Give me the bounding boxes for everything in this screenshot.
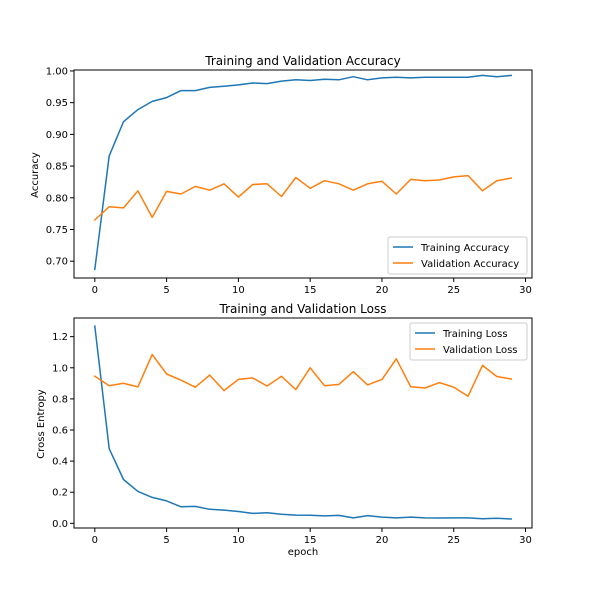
legend-entry-training: Training Loss bbox=[442, 329, 508, 340]
x-tick-label: 20 bbox=[376, 285, 389, 296]
validation-loss-line bbox=[93, 353, 513, 397]
x-tick-label: 5 bbox=[163, 535, 169, 546]
y-tick-label: 0.70 bbox=[46, 257, 68, 268]
plot-frame bbox=[73, 317, 533, 529]
x-tick-label: 15 bbox=[304, 535, 317, 546]
x-tick-label: 30 bbox=[519, 285, 532, 296]
x-tick-label: 0 bbox=[92, 285, 98, 296]
y-tick-label: 1.00 bbox=[46, 66, 68, 77]
axis-ticks: 0 5 10 15 20 25 30 0.0 0.2 0.4 0.6 0.8 1.0 1.2 bbox=[52, 332, 532, 546]
x-tick-label: 20 bbox=[376, 535, 389, 546]
plot-area bbox=[93, 74, 513, 271]
x-tick-label: 0 bbox=[92, 535, 98, 546]
y-tick-label: 0.4 bbox=[52, 457, 68, 468]
x-axis-label: epoch bbox=[288, 547, 318, 558]
training-loss-line bbox=[93, 325, 512, 520]
x-tick-label: 15 bbox=[304, 285, 317, 296]
y-tick-label: 0.95 bbox=[46, 98, 68, 109]
axis-ticks: 0 5 10 15 20 25 30 0.70 0.75 0.80 0.85 0.90 0.95 1.00 bbox=[46, 66, 532, 296]
x-tick-label: 5 bbox=[163, 285, 169, 296]
y-axis-label: Accuracy bbox=[30, 152, 41, 198]
x-tick-label: 10 bbox=[232, 535, 245, 546]
legend: Training Loss Validation Loss bbox=[409, 322, 528, 361]
y-tick-label: 0.2 bbox=[52, 488, 68, 499]
plot-frame bbox=[73, 69, 533, 279]
y-tick-label: 0.80 bbox=[46, 193, 68, 204]
validation-accuracy-line bbox=[93, 174, 513, 222]
y-tick-label: 1.2 bbox=[52, 332, 68, 343]
y-tick-label: 0.90 bbox=[46, 130, 68, 141]
x-tick-label: 25 bbox=[447, 285, 460, 296]
chart-title: Training and Validation Loss bbox=[219, 302, 387, 316]
legend: Training Accuracy Validation Accuracy bbox=[387, 236, 528, 275]
plot-area bbox=[93, 325, 513, 520]
y-tick-label: 0.75 bbox=[46, 225, 68, 236]
loss-chart: Training and Validation Loss Cross Entro… bbox=[36, 302, 533, 558]
x-tick-label: 30 bbox=[519, 535, 532, 546]
legend-entry-training: Training Accuracy bbox=[420, 243, 509, 254]
y-tick-label: 0.0 bbox=[52, 519, 68, 530]
y-tick-label: 0.85 bbox=[46, 162, 68, 173]
x-tick-label: 10 bbox=[232, 285, 245, 296]
y-tick-label: 1.0 bbox=[52, 363, 68, 374]
accuracy-chart: Training and Validation Accuracy Accurac… bbox=[30, 54, 533, 296]
y-tick-label: 0.6 bbox=[52, 426, 68, 437]
y-axis-label: Cross Entropy bbox=[36, 389, 47, 459]
training-accuracy-line bbox=[93, 74, 513, 271]
legend-entry-validation: Validation Loss bbox=[443, 345, 518, 356]
legend-box bbox=[387, 236, 528, 275]
chart-title: Training and Validation Accuracy bbox=[204, 54, 400, 68]
x-tick-label: 25 bbox=[447, 535, 460, 546]
legend-box bbox=[409, 322, 528, 361]
y-tick-label: 0.8 bbox=[52, 394, 68, 405]
legend-entry-validation: Validation Accuracy bbox=[421, 259, 519, 270]
